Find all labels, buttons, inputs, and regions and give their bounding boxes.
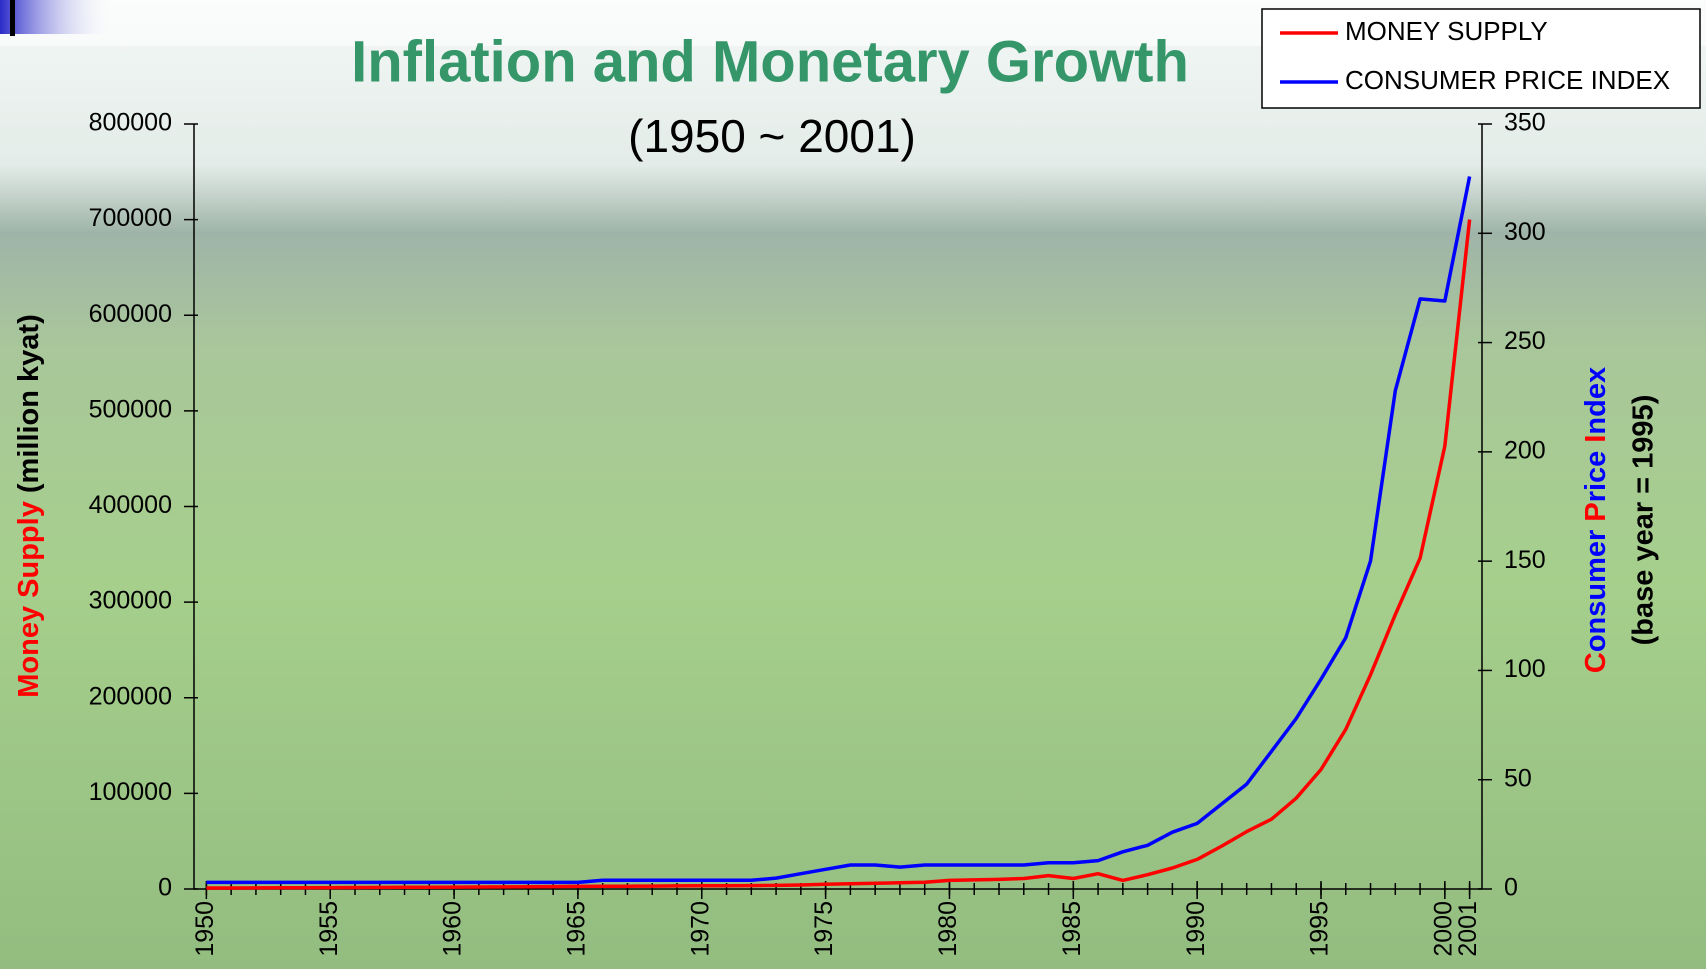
- x-tick-label: 1960: [439, 901, 467, 957]
- y2-tick-label: 200: [1504, 436, 1546, 464]
- y-tick-label: 700000: [89, 204, 172, 232]
- y-tick-label: 100000: [89, 778, 172, 806]
- y-tick-label: 500000: [89, 395, 172, 423]
- x-tick-label: 2000: [1429, 901, 1457, 957]
- y2-axis-label-part: C: [1580, 652, 1612, 673]
- series-line: [206, 219, 1472, 890]
- chart-title: Inflation and Monetary Growth: [351, 29, 1189, 94]
- corner-mark: [10, 0, 15, 36]
- y-axis-label-part: (million kyat): [13, 314, 45, 501]
- y2-tick-label: 0: [1504, 874, 1518, 902]
- x-tick-label: 1995: [1306, 901, 1334, 957]
- y2-tick-label: 150: [1504, 546, 1546, 574]
- x-tick-label: 1985: [1058, 901, 1086, 957]
- y-tick-label: 800000: [89, 109, 172, 137]
- legend-box: [1261, 8, 1701, 109]
- x-tick-label: 1950: [191, 901, 219, 957]
- y-axis-label: Money Supply (million kyat): [13, 314, 45, 698]
- y-axis-label-part: Money Supply: [13, 501, 45, 698]
- x-tick-label: 1990: [1182, 901, 1210, 957]
- x-tick-label: 1975: [810, 901, 838, 957]
- y2-axis-label-part: onsumer: [1580, 522, 1612, 653]
- series-line: [206, 176, 1472, 885]
- corner-decoration: [0, 0, 115, 34]
- y2-axis-label-part: ndex: [1580, 367, 1612, 435]
- legend-label: CONSUMER PRICE INDEX: [1345, 65, 1670, 95]
- x-tick-label: 1980: [934, 901, 962, 957]
- y2-axis-label: Consumer Price Index: [1580, 367, 1612, 673]
- y-tick-label: 300000: [89, 587, 172, 615]
- y2-axis-sublabel: (base year = 1995): [1628, 395, 1660, 646]
- legend-label: MONEY SUPPLY: [1345, 16, 1548, 46]
- x-tick-label: 1970: [686, 901, 714, 957]
- y2-axis-label-part: P: [1580, 502, 1612, 521]
- x-tick-label: 1965: [563, 901, 591, 957]
- y2-axis-label-part: rice: [1580, 443, 1612, 503]
- y2-tick-label: 250: [1504, 327, 1546, 355]
- y2-tick-label: 300: [1504, 218, 1546, 246]
- x-tick-label: 2001: [1454, 901, 1482, 957]
- y-tick-label: 200000: [89, 682, 172, 710]
- y-tick-label: 400000: [89, 491, 172, 519]
- y2-tick-label: 100: [1504, 655, 1546, 683]
- y2-axis-label-part: I: [1580, 435, 1612, 443]
- x-tick-label: 1955: [315, 901, 343, 957]
- y2-tick-label: 350: [1504, 109, 1546, 137]
- y-tick-label: 0: [158, 874, 172, 902]
- y-tick-label: 600000: [89, 300, 172, 328]
- chart-subtitle: (1950 ~ 2001): [628, 110, 916, 162]
- y2-tick-label: 50: [1504, 764, 1532, 792]
